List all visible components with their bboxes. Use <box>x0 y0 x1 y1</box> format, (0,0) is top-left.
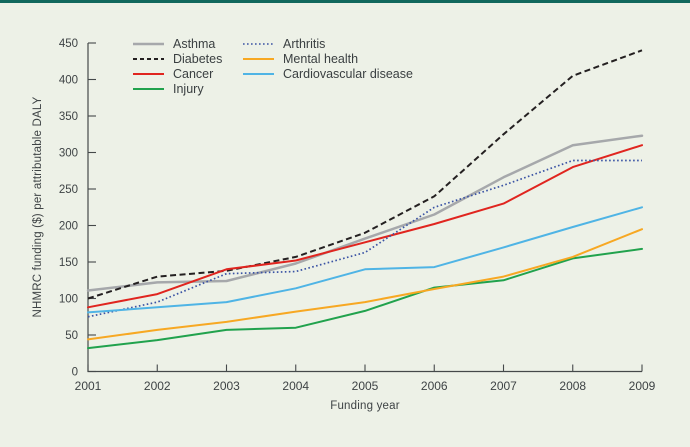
series-line-mental-health <box>87 228 643 341</box>
legend-label-mental-health: Mental health <box>283 51 359 66</box>
series-line-injury <box>87 247 643 350</box>
legend-label-cardiovascular-disease: Cardiovascular disease <box>283 66 413 81</box>
legend-label-arthritis: Arthritis <box>283 36 326 51</box>
x-tick-label: 2003 <box>213 379 240 393</box>
y-axis-title: NHMRC funding ($) per attributable DALY <box>32 96 44 318</box>
x-tick-label: 2004 <box>282 379 309 393</box>
y-tick-label: 350 <box>59 111 78 123</box>
y-tick-label: 150 <box>59 257 78 269</box>
legend-item-asthma: Asthma <box>133 36 222 51</box>
series-line-asthma <box>86 134 644 292</box>
x-tick-label: 2001 <box>75 379 102 393</box>
y-tick-label: 450 <box>59 38 78 50</box>
legend-item-cancer: Cancer <box>133 66 222 81</box>
y-tick-label: 0 <box>72 367 78 379</box>
legend-item-mental-health: Mental health <box>243 51 413 66</box>
x-tick-label: 2005 <box>352 379 379 393</box>
legend-item-diabetes: Diabetes <box>133 51 222 66</box>
legend-swatch-cancer-icon <box>133 73 164 75</box>
series-line-cancer <box>87 144 643 309</box>
legend-item-injury: Injury <box>133 81 222 96</box>
figure-top-border <box>0 0 690 3</box>
legend-column-2: Arthritis Mental health Cardiovascular dis… <box>243 36 413 81</box>
y-tick-label: 400 <box>59 75 78 87</box>
legend-swatch-cardiovascular-disease-icon <box>243 73 274 75</box>
series-line-diabetes <box>87 49 643 300</box>
legend-swatch-diabetes-icon <box>133 58 164 60</box>
legend-label-diabetes: Diabetes <box>173 51 223 66</box>
legend-label-asthma: Asthma <box>173 36 216 51</box>
y-tick-label: 50 <box>65 330 78 342</box>
legend-swatch-arthritis-icon <box>243 43 274 45</box>
legend-item-cardiovascular-disease: Cardiovascular disease <box>243 66 413 81</box>
legend-label-cancer: Cancer <box>173 66 214 81</box>
x-tick-label: 2006 <box>421 379 448 393</box>
legend-item-arthritis: Arthritis <box>243 36 413 51</box>
x-tick-label: 2007 <box>490 379 517 393</box>
x-tick-label: 2008 <box>559 379 586 393</box>
y-tick-label: 300 <box>59 148 78 160</box>
legend-swatch-mental-health-icon <box>243 58 274 60</box>
legend-swatch-injury-icon <box>133 88 164 90</box>
x-axis-title: Funding year <box>330 400 400 412</box>
series-line-cardiovascular-disease <box>87 206 643 314</box>
y-tick-label: 200 <box>59 221 78 233</box>
y-tick-label: 250 <box>59 184 78 196</box>
legend-swatch-asthma-icon <box>133 42 164 46</box>
legend-label-injury: Injury <box>173 81 204 96</box>
y-tick-label: 100 <box>59 294 78 306</box>
x-tick-label: 2009 <box>629 379 656 393</box>
x-tick-label: 2002 <box>144 379 171 393</box>
legend-column-1: Asthma Diabetes Cancer Injury <box>133 36 222 96</box>
